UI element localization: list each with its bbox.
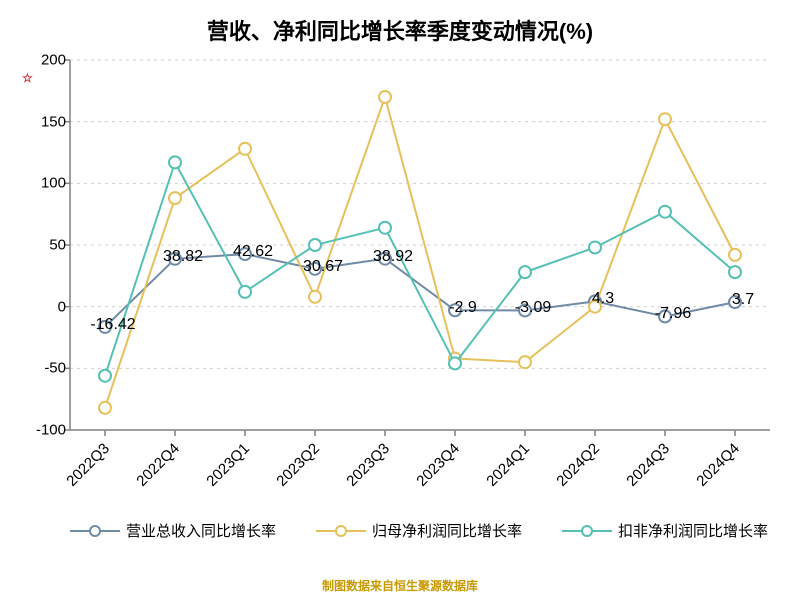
legend-marker-icon [89,525,101,537]
y-tick-label: 0 [58,298,66,315]
y-tick-label: 100 [41,175,66,192]
value-label: 3.7 [732,291,754,309]
x-tick-label: 2022Q4 [133,440,183,490]
x-tick-label: 2023Q1 [203,440,253,490]
value-label: 4.3 [592,290,614,308]
chart-container: 营收、净利同比增长率季度变动情况(%) ☆ -100 -50 0 50 100 150 20… [0,0,800,600]
x-tick-label: 2024Q3 [623,440,673,490]
x-tick-label: 2023Q3 [343,440,393,490]
value-label: -3.09 [515,299,551,317]
legend-item: 扣非净利润同比增长率 [562,520,768,541]
y-tick-label: -100 [36,422,66,439]
legend-label: 扣非净利润同比增长率 [618,520,768,541]
y-tick-label: 200 [41,52,66,69]
y-tick-label: 150 [41,113,66,130]
legend-marker-icon [335,525,347,537]
legend-item: 营业总收入同比增长率 [70,520,276,541]
legend-label: 归母净利润同比增长率 [372,520,522,541]
x-tick-label: 2024Q4 [693,440,743,490]
x-tick-label: 2024Q2 [553,440,603,490]
legend-swatch [562,530,612,532]
legend-item: 归母净利润同比增长率 [316,520,522,541]
star-mark: ☆ [22,71,33,85]
value-label: -2.9 [449,299,477,317]
y-tick-label: -50 [44,360,66,377]
value-label: 42.62 [233,243,273,261]
x-tick-label: 2023Q2 [273,440,323,490]
value-label: 38.92 [373,248,413,266]
legend: 营业总收入同比增长率 归母净利润同比增长率 扣非净利润同比增长率 [70,520,770,541]
value-label: 38.82 [163,248,203,266]
chart-title: 营收、净利同比增长率季度变动情况(%) [0,14,800,46]
x-tick-label: 2024Q1 [483,440,533,490]
legend-swatch [70,530,120,532]
legend-swatch [316,530,366,532]
legend-label: 营业总收入同比增长率 [126,520,276,541]
chart-svg [70,60,770,430]
footer-credit: 制图数据来自恒生聚源数据库 [0,577,800,594]
x-tick-label: 2022Q3 [63,440,113,490]
x-tick-label: 2023Q4 [413,440,463,490]
legend-marker-icon [581,525,593,537]
value-label: 30.67 [303,258,343,276]
plot-area [70,60,770,430]
value-label: -7.96 [655,305,691,323]
value-label: -16.42 [90,316,135,334]
legend-row: 营业总收入同比增长率 归母净利润同比增长率 扣非净利润同比增长率 [70,520,770,541]
y-tick-label: 50 [49,237,66,254]
